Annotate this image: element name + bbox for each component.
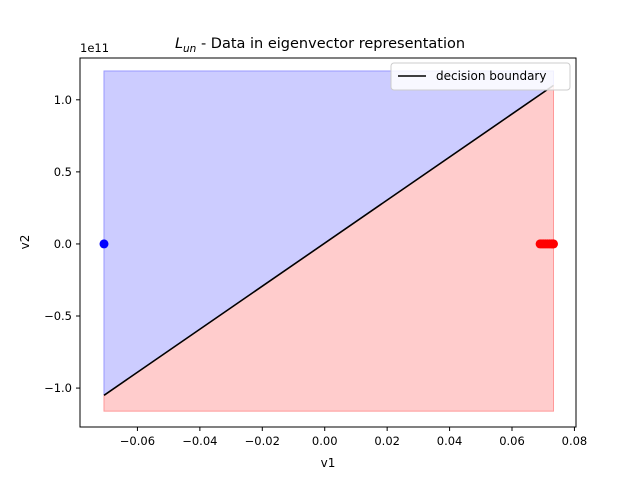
x-tick-label: 0.02 (374, 434, 400, 448)
y-axis-label: v2 (18, 235, 32, 250)
x-tick-label: −0.06 (120, 434, 155, 448)
legend-label-decision-boundary: decision boundary (436, 69, 546, 83)
data-point-1-8 (549, 239, 558, 249)
x-tick-label: 0.04 (437, 434, 463, 448)
x-axis-label: v1 (321, 456, 336, 470)
data-point-0-0 (99, 239, 109, 249)
y-tick-label: 0.0 (54, 237, 72, 251)
y-axis-offset-label: 1e11 (80, 41, 109, 55)
x-tick-label: 0.06 (499, 434, 525, 448)
legend: decision boundary (390, 62, 571, 91)
x-tick-label: −0.02 (245, 434, 280, 448)
legend-box (390, 62, 571, 91)
x-tick-label: 0.08 (562, 434, 588, 448)
y-axis-ticks: −1.0 −0.5 0.0 0.5 1.0 (44, 93, 80, 395)
x-tick-label: 0.00 (312, 434, 338, 448)
data-points (99, 239, 558, 249)
y-tick-label: −0.5 (44, 309, 72, 323)
x-tick-label: −0.04 (182, 434, 217, 448)
chart-title: Lun - Data in eigenvector representation (175, 36, 465, 55)
boundary-layer (103, 84, 554, 396)
axes-frame (79, 57, 577, 428)
x-axis-ticks: −0.06 −0.04 −0.02 0.00 0.02 0.04 0.06 0.08 (120, 427, 587, 448)
y-tick-label: 1.0 (54, 93, 72, 107)
y-tick-label: −1.0 (44, 381, 72, 395)
y-tick-label: 0.5 (54, 165, 72, 179)
decision-regions (103, 70, 554, 412)
decision-boundary-line (103, 84, 554, 396)
